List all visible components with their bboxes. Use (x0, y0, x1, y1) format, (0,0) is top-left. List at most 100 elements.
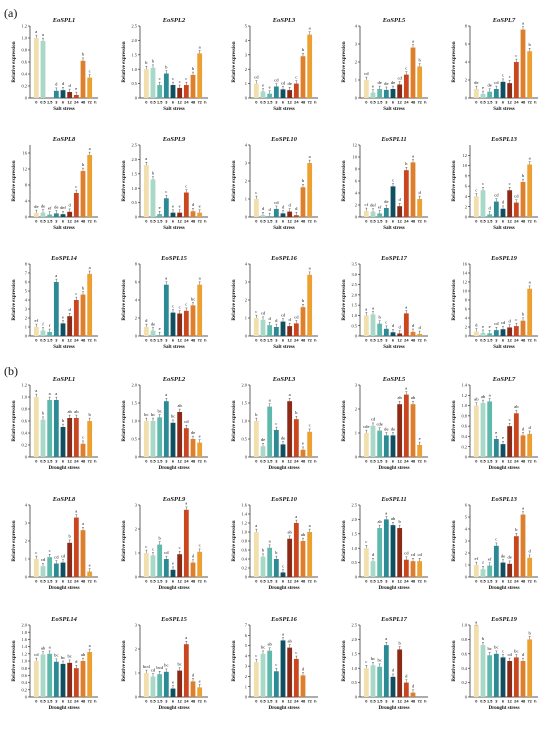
bar (60, 663, 66, 697)
x-tick-label: 6 (392, 459, 395, 464)
bar (197, 687, 203, 697)
significance-letter: b (82, 52, 85, 57)
x-axis-label: Salt stress (493, 226, 514, 231)
significance-letter: a (199, 44, 201, 49)
significance-letter: a (522, 506, 524, 511)
significance-letter: d (269, 207, 272, 212)
significance-letter: a (185, 635, 187, 640)
x-tick-label: 0 (35, 699, 37, 704)
x-tick-label: 24 (294, 219, 299, 224)
y-tick-label: 1 (135, 551, 137, 556)
x-tick-label: 0 (145, 219, 147, 224)
x-tick-label: 6 (62, 219, 65, 224)
y-tick-label: 0 (355, 455, 358, 460)
x-tick-label: 0 (365, 100, 367, 105)
subplot-title: EoSPL8 (52, 496, 76, 503)
x-tick-label: 24 (74, 219, 79, 224)
x-tick-label: 24 (184, 338, 189, 343)
x-tick-label: 72 (528, 100, 533, 105)
x-tick-label: 48 (411, 100, 416, 105)
significance-letter: d (289, 317, 292, 322)
subplot-title: EoSPL13 (490, 136, 517, 143)
x-tick-label: 0 (255, 100, 257, 105)
x-tick-label: 24 (294, 100, 299, 105)
bar (520, 29, 526, 99)
significance-letter: ab (41, 645, 46, 650)
panel-b-label: (b) (4, 364, 18, 378)
bar (390, 435, 396, 457)
y-tick-label: 4 (25, 503, 28, 508)
y-axis-label: Relative expression (12, 400, 17, 441)
bar (377, 89, 383, 98)
y-tick-label: 0 (135, 215, 138, 220)
subplot-title: EoSPL2 (162, 17, 186, 24)
x-axis-label: Drought stress (488, 706, 519, 711)
x-tick-label: 72 (418, 219, 423, 224)
y-tick-label: 8 (355, 167, 358, 172)
bar (500, 329, 506, 336)
y-tick-label: 1 (135, 671, 137, 676)
y-tick-label: 3 (355, 383, 358, 388)
subplot-title: EoSPL5 (382, 17, 406, 24)
bar (163, 559, 169, 577)
subplot-title: EoSPL7 (492, 376, 516, 383)
x-tick-label: 6 (62, 579, 65, 584)
y-tick-label: 1.5 (132, 52, 138, 57)
y-tick-label: 1.0 (352, 666, 358, 671)
subplot-title: EoSPL3 (272, 17, 296, 24)
bar (163, 73, 169, 98)
significance-letter: de (384, 426, 388, 431)
significance-letter: bcd (156, 665, 163, 670)
significance-letter: a (282, 631, 284, 636)
significance-letter: bc (487, 646, 491, 651)
x-tick-label: 0 (365, 699, 367, 704)
x-tick-label: 1.5 (267, 579, 273, 584)
y-tick-label: 0.4 (242, 557, 248, 562)
significance-letter: ab (287, 530, 292, 535)
x-tick-label: 1.5 (267, 100, 273, 105)
subplot-title: EoSPL10 (270, 496, 297, 503)
bar (53, 563, 59, 577)
x-unit-label: h (204, 579, 207, 584)
x-tick-label: 6 (172, 699, 175, 704)
bar (370, 92, 376, 98)
subplot-title: EoSPL7 (492, 17, 516, 24)
y-axis-label: Relative expression (452, 400, 457, 441)
x-tick-label: 24 (294, 699, 299, 704)
x-unit-label: h (314, 459, 317, 464)
bar (87, 273, 93, 336)
x-unit-label: h (204, 219, 207, 224)
y-tick-label: 0.4 (462, 434, 468, 439)
significance-letter: b (69, 534, 72, 539)
significance-letter: ab (514, 404, 519, 409)
y-tick-label: 1.0 (132, 67, 138, 72)
significance-letter: a (269, 539, 271, 544)
y-axis-label: Relative expression (452, 640, 457, 681)
bar (487, 655, 493, 697)
y-tick-label: 2.0 (132, 157, 138, 162)
x-tick-label: 1.5 (267, 459, 273, 464)
y-tick-label: 1.2 (22, 383, 28, 388)
significance-letter: a (42, 32, 44, 37)
bar (273, 430, 279, 457)
bar (177, 212, 183, 217)
significance-letter: c (179, 304, 181, 309)
x-tick-label: 0 (145, 100, 147, 105)
x-tick-label: 72 (88, 459, 93, 464)
significance-letter: cde (376, 422, 382, 427)
x-tick-label: 6 (502, 100, 505, 105)
x-tick-label: 3 (165, 579, 168, 584)
y-tick-label: 0 (25, 455, 28, 460)
x-tick-label: 48 (81, 459, 86, 464)
bar (287, 647, 293, 697)
significance-letter: cd (274, 77, 279, 82)
significance-letter: e (419, 436, 421, 441)
y-tick-label: 2 (465, 204, 467, 209)
bar (293, 658, 299, 697)
y-tick-label: 1.5 (352, 531, 358, 536)
y-tick-label: 0.6 (22, 673, 28, 678)
bar (473, 565, 479, 577)
